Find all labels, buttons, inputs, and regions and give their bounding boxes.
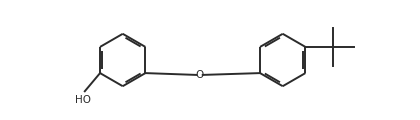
Text: O: O: [195, 70, 203, 80]
Text: HO: HO: [75, 95, 91, 105]
